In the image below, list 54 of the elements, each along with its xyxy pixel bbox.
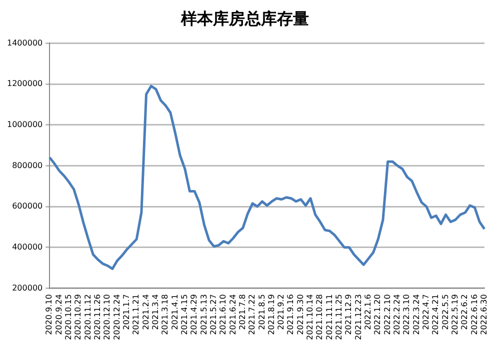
x-tick-label: 2020.10.15 xyxy=(64,294,74,340)
x-tick-label: 2021.4.29 xyxy=(190,294,199,335)
x-tick-label: 2020.11.26 xyxy=(93,294,102,340)
x-tick-label: 2021.11.25 xyxy=(334,294,344,340)
x-tick-label: 2022.5.19 xyxy=(450,294,460,335)
x-tick-label: 2021.10.14 xyxy=(306,294,315,340)
x-tick-label: 2020.9.10 xyxy=(44,294,54,335)
x-tick-label: 2021.9.16 xyxy=(286,294,296,335)
x-tick-label: 2021.7.8 xyxy=(238,294,247,330)
x-tick-label: 2021.8.5 xyxy=(257,294,266,330)
x-tick-label: 2020.11.12 xyxy=(83,294,92,340)
x-tick-label: 2021.12.9 xyxy=(344,294,354,335)
y-tick-label: 800000 xyxy=(12,160,43,170)
y-tick-label: 200000 xyxy=(12,283,43,292)
x-tick-label: 2021.11.11 xyxy=(324,294,334,340)
x-tick-label: 2022.2.24 xyxy=(392,294,402,335)
x-tick-label: 2021.6.10 xyxy=(218,294,228,335)
x-tick-label: 2021.5.13 xyxy=(199,294,208,335)
x-tick-label: 2021.1.7 xyxy=(122,294,131,330)
chart-title: 样本库房总库存量 xyxy=(180,8,309,28)
x-tick-label: 2020.12.10 xyxy=(102,294,112,340)
x-tick-label: 2020.10.29 xyxy=(74,294,83,340)
x-tick-label: 2021.7.22 xyxy=(248,294,257,335)
x-tick-label: 2022.4.7 xyxy=(422,294,431,330)
x-tick-label: 2022.4.21 xyxy=(431,294,440,335)
x-tick-label: 2022.6.30 xyxy=(479,294,488,335)
x-tick-label: 2022.1.6 xyxy=(364,294,373,330)
x-tick-label: 2021.2.4 xyxy=(141,294,150,330)
x-tick-label: 2022.5.5 xyxy=(440,294,450,330)
x-tick-label: 2021.3.4 xyxy=(150,294,160,330)
x-tick-label: 2020.9.24 xyxy=(54,294,64,335)
x-tick-label: 2021.6.24 xyxy=(228,294,238,335)
x-tick-label: 2022.3.24 xyxy=(412,294,421,335)
y-tick-label: 600000 xyxy=(12,202,43,211)
x-tick-label: 2022.6.2 xyxy=(460,294,470,330)
x-tick-label: 2022.2.10 xyxy=(382,294,392,335)
x-tick-label: 2021.5.27 xyxy=(208,294,218,335)
x-tick-label: 2022.1.20 xyxy=(373,294,382,335)
x-tick-label: 2021.3.18 xyxy=(160,294,170,335)
x-tick-label: 2021.9.2 xyxy=(276,294,286,330)
x-tick-label: 2020.12.24 xyxy=(112,294,122,340)
x-tick-label: 2021.1.21 xyxy=(132,294,141,335)
x-tick-label: 2021.4.15 xyxy=(180,294,189,335)
x-tick-label: 2021.12.23 xyxy=(354,294,363,340)
x-tick-label: 2021.9.30 xyxy=(296,294,305,335)
x-tick-label: 2022.3.10 xyxy=(402,294,412,335)
x-tick-label: 2022.6.16 xyxy=(470,294,479,335)
y-tick-label: 1000000 xyxy=(6,120,43,129)
x-tick-label: 2021.8.19 xyxy=(266,294,276,335)
y-tick-label: 1200000 xyxy=(6,79,43,88)
x-tick-label: 2021.10.28 xyxy=(315,294,324,340)
y-tick-label: 1400000 xyxy=(6,38,43,48)
y-tick-label: 400000 xyxy=(12,242,43,252)
x-tick-label: 2021.4.1 xyxy=(170,294,180,330)
